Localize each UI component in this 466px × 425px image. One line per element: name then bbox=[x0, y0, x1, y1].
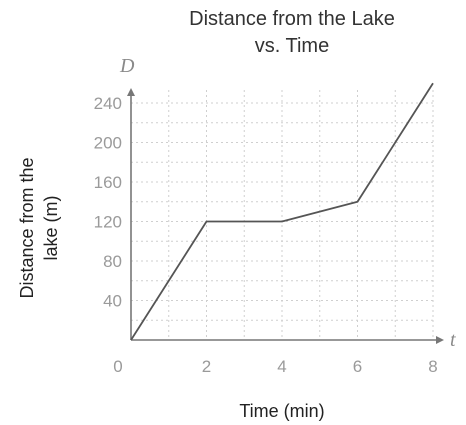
y-axis-label-line-1: Distance from the bbox=[17, 157, 37, 298]
y-axis-label-line-2: lake (m) bbox=[41, 195, 61, 260]
y-tick-label: 160 bbox=[94, 173, 122, 192]
y-tick-label: 120 bbox=[94, 213, 122, 232]
y-tick-label: 200 bbox=[94, 134, 122, 153]
y-tick-label: 240 bbox=[94, 94, 122, 113]
gridlines bbox=[131, 90, 434, 340]
tick-labels: 2 4 6 8 40 80 120 160 200 240 bbox=[94, 94, 438, 376]
axes bbox=[127, 88, 444, 344]
origin-label: 0 bbox=[113, 357, 122, 376]
series-layer bbox=[130, 82, 434, 341]
x-tick-label: 8 bbox=[428, 357, 437, 376]
y-tick-label: 40 bbox=[103, 292, 122, 311]
x-axis-arrow bbox=[436, 336, 444, 344]
series-line bbox=[130, 82, 434, 341]
x-tick-label: 2 bbox=[202, 357, 211, 376]
y-tick-label: 80 bbox=[103, 252, 122, 271]
x-tick-label: 6 bbox=[353, 357, 362, 376]
x-tick-label: 4 bbox=[277, 357, 286, 376]
y-axis-variable: D bbox=[119, 55, 135, 77]
chart-title-line-1: Distance from the Lake bbox=[189, 8, 395, 30]
chart-title-line-2: vs. Time bbox=[255, 35, 329, 57]
y-axis-arrow bbox=[127, 88, 135, 96]
x-axis-label: Time (min) bbox=[239, 401, 324, 421]
x-axis-variable: t bbox=[450, 329, 456, 351]
